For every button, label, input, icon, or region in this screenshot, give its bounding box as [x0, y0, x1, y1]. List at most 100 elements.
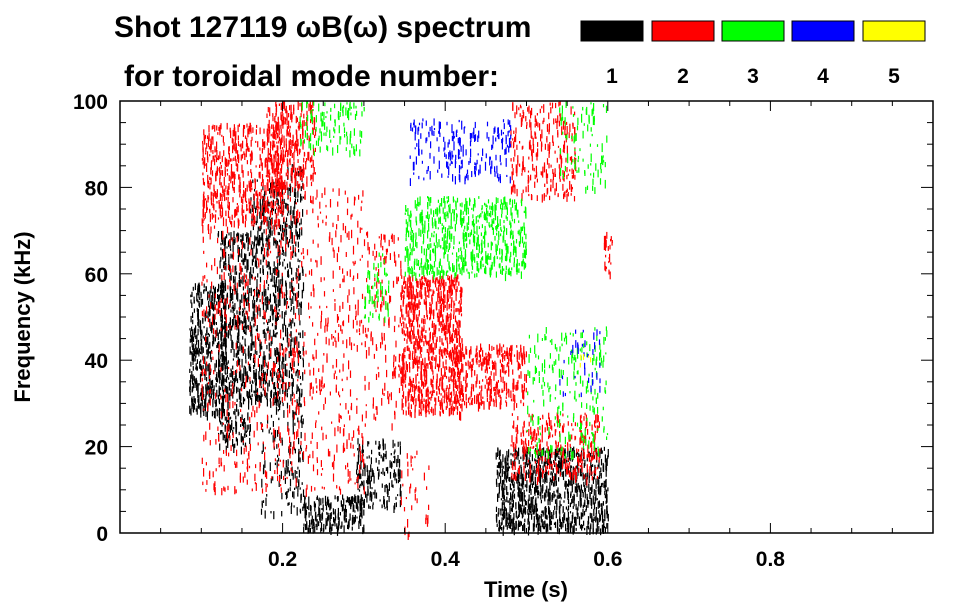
- spectral-point: [301, 261, 303, 268]
- spectral-point: [196, 334, 198, 342]
- spectral-point: [216, 189, 218, 198]
- spectral-point: [287, 461, 289, 464]
- spectral-point: [295, 115, 297, 124]
- spectral-point: [233, 230, 235, 238]
- spectral-point: [287, 342, 289, 348]
- spectral-point: [537, 485, 539, 490]
- spectral-point: [387, 489, 389, 495]
- spectral-point: [262, 179, 264, 187]
- spectral-point: [369, 505, 371, 509]
- spectral-point: [238, 280, 240, 287]
- spectral-point: [498, 527, 500, 532]
- spectral-point: [276, 186, 278, 193]
- spectral-point: [215, 172, 217, 182]
- spectral-point: [288, 143, 290, 149]
- spectral-point: [223, 142, 225, 146]
- spectral-point: [276, 168, 279, 177]
- spectral-point: [298, 420, 300, 429]
- legend-label-mode-3: 3: [747, 65, 759, 88]
- spectral-point: [249, 363, 251, 367]
- spectral-point: [295, 143, 297, 150]
- spectral-point: [576, 508, 578, 516]
- spectral-point: [549, 517, 551, 527]
- spectral-point: [231, 254, 233, 258]
- spectral-point: [295, 405, 297, 414]
- spectral-point: [276, 149, 278, 155]
- spectral-point: [366, 232, 368, 236]
- spectral-point: [256, 279, 258, 289]
- spectral-point: [571, 483, 573, 493]
- spectral-point: [312, 386, 314, 394]
- spectral-point: [398, 476, 400, 480]
- spectral-point: [190, 374, 192, 383]
- spectral-point: [298, 265, 300, 269]
- spectral-point: [268, 429, 270, 434]
- spectral-point: [228, 191, 230, 196]
- spectral-point: [192, 377, 194, 385]
- spectral-point: [372, 337, 374, 346]
- spectral-point: [520, 456, 522, 460]
- spectral-point: [539, 474, 541, 484]
- spectral-point: [530, 505, 532, 514]
- spectral-point: [227, 196, 229, 199]
- spectral-point: [299, 451, 301, 455]
- spectral-point: [279, 400, 281, 405]
- spectral-point: [282, 460, 284, 468]
- spectral-point: [244, 426, 246, 436]
- spectral-point: [536, 460, 538, 464]
- spectral-point: [375, 406, 377, 410]
- spectral-point: [223, 326, 225, 330]
- spectral-point: [389, 471, 392, 479]
- spectral-point: [244, 265, 246, 269]
- spectral-point: [287, 488, 289, 493]
- spectral-point: [190, 408, 192, 416]
- spectral-point: [324, 495, 327, 503]
- spectral-point: [579, 525, 582, 529]
- spectral-point: [230, 293, 232, 301]
- spectral-point: [202, 179, 205, 185]
- spectral-point: [196, 365, 198, 371]
- spectral-point: [198, 300, 200, 307]
- spectral-point: [264, 202, 266, 212]
- spectral-point: [249, 179, 252, 185]
- spectral-point: [263, 360, 266, 368]
- spectral-point: [533, 516, 535, 520]
- spectral-point: [298, 308, 300, 316]
- spectral-point: [250, 326, 252, 329]
- spectral-point: [530, 489, 532, 495]
- spectral-point: [236, 449, 238, 457]
- spectral-point: [262, 243, 264, 247]
- spectral-point: [235, 375, 237, 382]
- spectral-point: [224, 425, 226, 429]
- spectral-point: [216, 150, 218, 159]
- spectral-point: [238, 156, 240, 164]
- spectral-point: [198, 282, 200, 290]
- spectral-point: [332, 336, 335, 339]
- spectral-point: [319, 201, 321, 209]
- spectral-point: [564, 483, 566, 487]
- spectral-point: [278, 448, 280, 456]
- spectral-point: [236, 310, 238, 315]
- spectral-point: [573, 446, 575, 453]
- spectral-point: [271, 225, 273, 230]
- spectral-point: [219, 285, 221, 289]
- spectral-point: [235, 426, 237, 435]
- spectral-point: [225, 338, 227, 347]
- spectral-point: [265, 217, 267, 220]
- spectral-point: [381, 301, 383, 308]
- spectral-point: [361, 254, 363, 258]
- spectral-point: [228, 323, 230, 328]
- spectral-point: [261, 174, 264, 183]
- spectral-point: [245, 200, 247, 204]
- spectral-point: [211, 316, 214, 326]
- spectral-point: [399, 446, 401, 455]
- spectral-point: [190, 335, 192, 343]
- spectral-point: [362, 469, 364, 477]
- spectral-point: [455, 289, 457, 293]
- chart-title-line1: Shot 127119 ωB(ω) spectrum: [114, 11, 531, 44]
- spectral-point: [268, 235, 270, 243]
- spectral-point: [509, 477, 511, 482]
- spectral-point: [598, 485, 600, 493]
- spectral-point: [312, 208, 314, 214]
- spectral-point: [204, 406, 206, 412]
